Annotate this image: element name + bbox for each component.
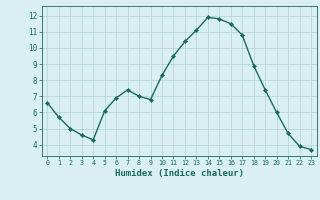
X-axis label: Humidex (Indice chaleur): Humidex (Indice chaleur) xyxy=(115,169,244,178)
